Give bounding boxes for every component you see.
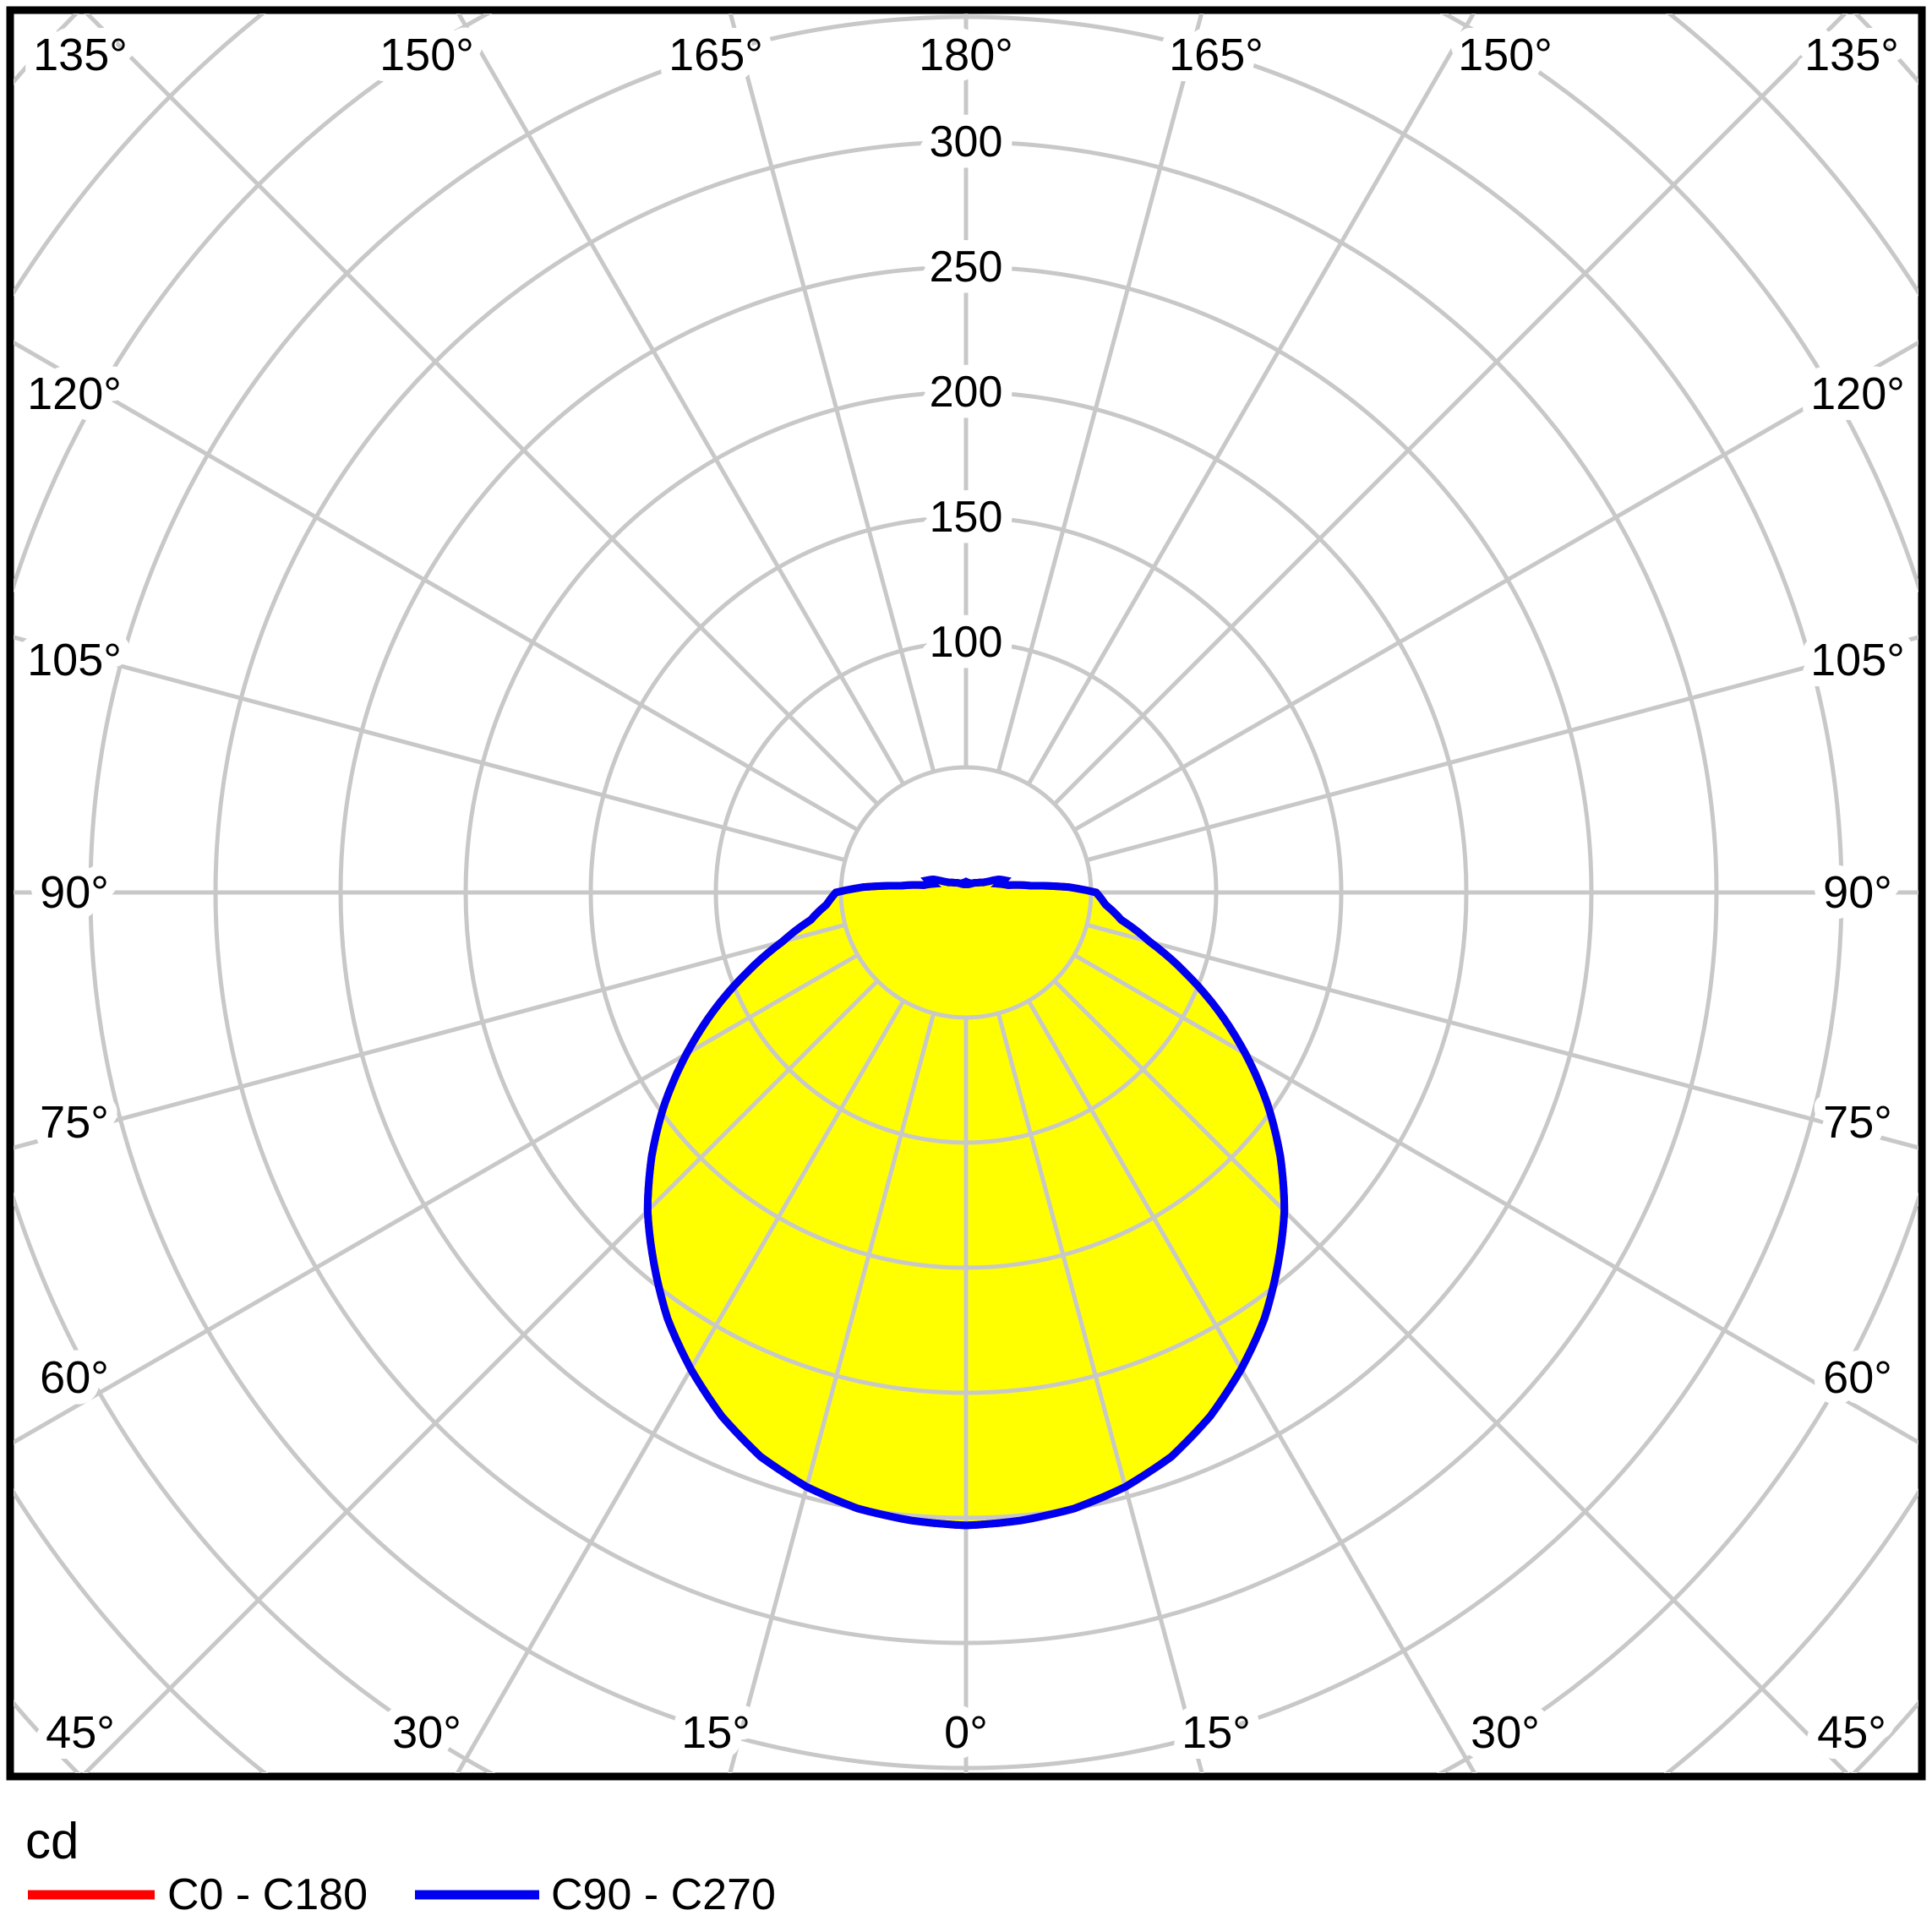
angle-label-left: 105° xyxy=(27,635,122,685)
angle-ray xyxy=(1026,999,1477,1773)
angle-label-bottom: 30° xyxy=(1471,1707,1540,1758)
angle-ray xyxy=(1026,14,1476,786)
angle-ray xyxy=(1086,635,1918,863)
radial-tick-label: 100 xyxy=(930,618,1003,667)
angle-label-right: 60° xyxy=(1823,1352,1892,1403)
angle-label-top: 135° xyxy=(33,30,128,80)
angle-ray xyxy=(84,14,880,806)
angle-ray xyxy=(14,340,860,832)
angle-label-top: 150° xyxy=(1458,30,1553,80)
angle-label-right: 90° xyxy=(1823,867,1892,918)
angle-ray xyxy=(1072,340,1918,832)
angle-ray xyxy=(455,999,906,1773)
unit-label: cd xyxy=(25,1813,79,1869)
angle-label-top: 165° xyxy=(1169,30,1263,80)
radial-tick-label: 300 xyxy=(930,117,1003,166)
angle-label-left: 75° xyxy=(40,1097,109,1148)
radial-tick-label: 150 xyxy=(930,493,1003,542)
angle-label-left: 120° xyxy=(27,368,122,419)
angle-label-bottom: 30° xyxy=(392,1707,461,1758)
angle-label-top: 150° xyxy=(379,30,474,80)
angle-ray xyxy=(14,635,846,863)
angle-label-bottom: 15° xyxy=(681,1707,750,1758)
angle-ray xyxy=(1052,14,1848,806)
angle-label-top: 135° xyxy=(1804,30,1899,80)
angle-ray xyxy=(728,1012,936,1773)
angle-label-bottom: 15° xyxy=(1182,1707,1251,1758)
angle-label-top: 165° xyxy=(669,30,763,80)
angle-label-left: 60° xyxy=(40,1352,109,1403)
angle-ray xyxy=(1052,979,1850,1773)
angle-label-left: 90° xyxy=(40,867,109,918)
angle-label-right: 120° xyxy=(1810,368,1905,419)
angle-ray xyxy=(82,979,880,1773)
angle-label-right: 75° xyxy=(1823,1097,1892,1148)
angle-ray xyxy=(14,952,860,1445)
angle-ray xyxy=(728,14,936,772)
legend: C0 - C180 C90 - C270 xyxy=(28,1870,776,1919)
legend-label-c0: C0 - C180 xyxy=(167,1870,368,1919)
angle-label-right: 105° xyxy=(1810,635,1905,685)
angle-ray xyxy=(1072,952,1918,1445)
angle-ray xyxy=(456,14,906,786)
angle-ray xyxy=(996,1012,1204,1773)
curve-c90-c270 xyxy=(643,875,1289,1530)
angle-ray xyxy=(996,14,1204,772)
radial-tick-label: 200 xyxy=(930,368,1003,417)
angle-label-bottom: 45° xyxy=(1817,1707,1886,1758)
radial-tick-label: 250 xyxy=(930,243,1003,292)
angle-label-top: 180° xyxy=(919,30,1013,80)
angle-ray xyxy=(14,922,846,1150)
angle-ray xyxy=(1086,922,1918,1150)
angle-label-bottom: 45° xyxy=(46,1707,115,1758)
angle-label-bottom: 0° xyxy=(944,1707,988,1758)
legend-label-c90: C90 - C270 xyxy=(551,1870,776,1919)
